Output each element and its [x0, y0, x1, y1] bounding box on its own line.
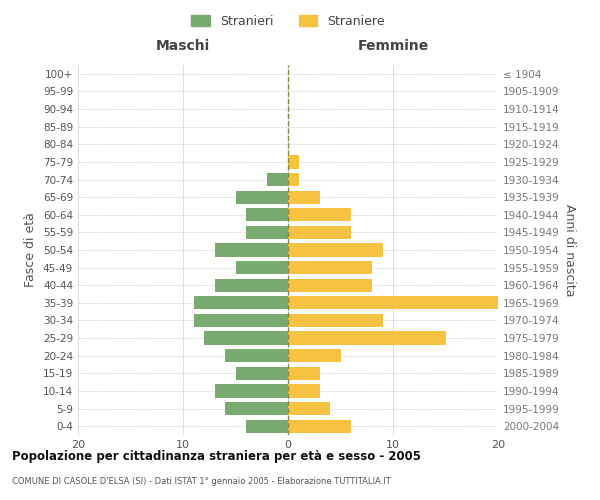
Bar — [288, 402, 330, 415]
Bar — [225, 349, 288, 362]
Bar — [235, 190, 288, 204]
Bar — [288, 190, 320, 204]
Bar — [288, 173, 299, 186]
Bar — [288, 296, 498, 310]
Bar — [204, 332, 288, 344]
Y-axis label: Anni di nascita: Anni di nascita — [563, 204, 576, 296]
Text: Femmine: Femmine — [358, 38, 428, 52]
Y-axis label: Fasce di età: Fasce di età — [25, 212, 37, 288]
Bar — [246, 208, 288, 222]
Bar — [288, 278, 372, 292]
Bar — [288, 420, 351, 433]
Bar — [246, 420, 288, 433]
Bar — [215, 278, 288, 292]
Bar — [288, 244, 383, 256]
Bar — [288, 261, 372, 274]
Bar — [288, 314, 383, 327]
Text: Popolazione per cittadinanza straniera per età e sesso - 2005: Popolazione per cittadinanza straniera p… — [12, 450, 421, 463]
Text: COMUNE DI CASOLE D'ELSA (SI) - Dati ISTAT 1° gennaio 2005 - Elaborazione TUTTITA: COMUNE DI CASOLE D'ELSA (SI) - Dati ISTA… — [12, 478, 391, 486]
Bar — [215, 244, 288, 256]
Text: Maschi: Maschi — [156, 38, 210, 52]
Bar — [288, 349, 341, 362]
Bar — [288, 366, 320, 380]
Bar — [288, 208, 351, 222]
Bar — [193, 314, 288, 327]
Bar — [215, 384, 288, 398]
Bar — [193, 296, 288, 310]
Bar — [288, 384, 320, 398]
Bar — [235, 366, 288, 380]
Bar — [288, 332, 445, 344]
Bar — [267, 173, 288, 186]
Bar — [288, 156, 299, 168]
Bar — [288, 226, 351, 239]
Legend: Stranieri, Straniere: Stranieri, Straniere — [185, 8, 391, 34]
Bar — [246, 226, 288, 239]
Bar — [225, 402, 288, 415]
Bar — [235, 261, 288, 274]
